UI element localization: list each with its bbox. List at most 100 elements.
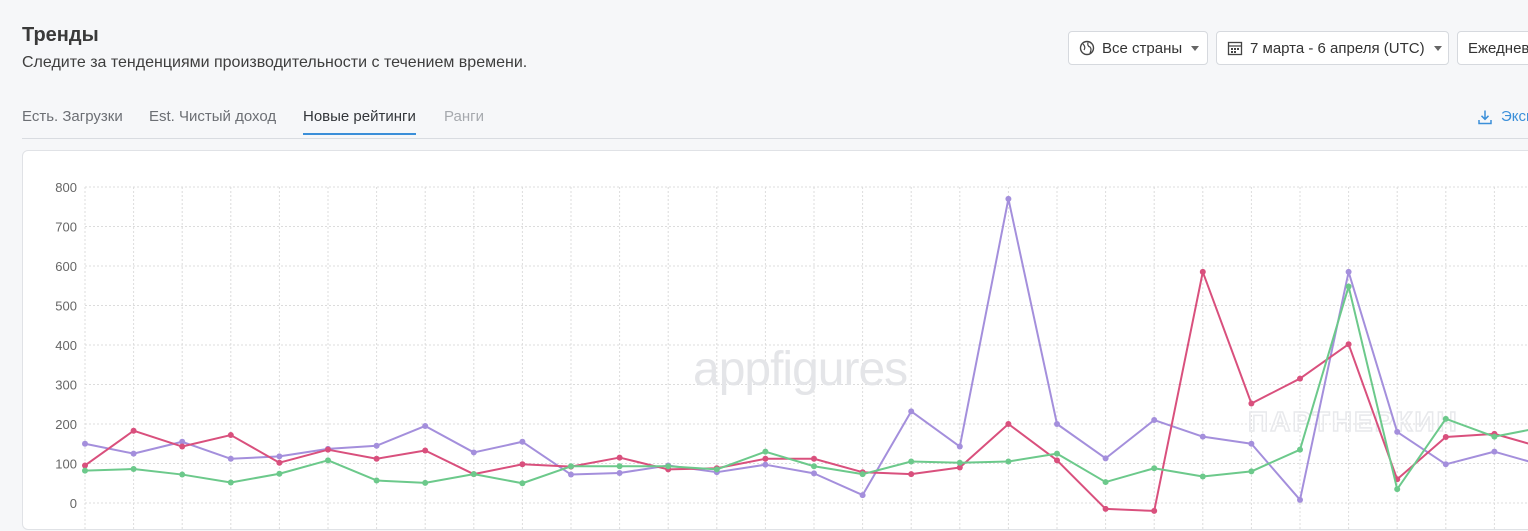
- y-tick-label: 100: [55, 457, 77, 472]
- data-point: [1394, 486, 1401, 493]
- data-point: [422, 479, 429, 486]
- data-point: [1345, 283, 1352, 290]
- data-point: [373, 477, 380, 484]
- interval-label: Ежедневно: [1468, 39, 1528, 57]
- export-button[interactable]: Экспорт: [1477, 108, 1528, 125]
- data-point: [130, 427, 137, 434]
- data-point: [179, 471, 186, 478]
- data-point: [616, 463, 623, 470]
- data-point: [1102, 479, 1109, 486]
- country-filter-label: Все страны: [1102, 39, 1183, 57]
- data-point: [1054, 457, 1060, 464]
- y-tick-label: 0: [70, 496, 77, 511]
- data-point: [1248, 400, 1255, 407]
- tab-net-revenue[interactable]: Est. Чистый доход: [149, 108, 277, 125]
- chart-card: 0 100 200 300 400 500 600 700 800 appfigures ПАРТН…: [22, 150, 1528, 531]
- metric-tabs: Есть. Загрузки Est. Чистый доход Новые р…: [22, 104, 1528, 139]
- data-point: [859, 492, 866, 499]
- data-point: [811, 470, 817, 477]
- data-point: [568, 471, 574, 478]
- data-point: [276, 453, 283, 460]
- data-point: [1297, 446, 1303, 453]
- data-point: [762, 448, 769, 455]
- calendar-icon: [1227, 40, 1243, 56]
- ratings-line-chart: 0 100 200 300 400 500 600 700 800 appfigures ПАРТН…: [55, 180, 1528, 531]
- y-tick-label: 600: [55, 259, 77, 274]
- date-range-label: 7 марта - 6 апреля (UTC): [1250, 39, 1425, 57]
- data-point: [519, 438, 526, 445]
- data-point: [1102, 455, 1109, 462]
- tab-ranks[interactable]: Ранги: [444, 108, 484, 125]
- data-point: [616, 469, 623, 476]
- data-point: [1248, 440, 1255, 447]
- data-point: [811, 463, 817, 470]
- data-point: [1345, 268, 1352, 275]
- data-point: [470, 449, 477, 456]
- data-point: [519, 480, 526, 487]
- data-point: [470, 471, 477, 478]
- data-point: [276, 470, 283, 477]
- data-point: [1151, 507, 1158, 514]
- y-tick-label: 400: [55, 338, 77, 353]
- data-point: [713, 466, 720, 473]
- data-point: [373, 442, 380, 449]
- data-point: [956, 464, 963, 471]
- export-label: Экспорт: [1501, 108, 1528, 125]
- data-point: [1199, 433, 1206, 440]
- data-point: [82, 462, 88, 469]
- data-point: [1442, 461, 1449, 468]
- data-point: [227, 479, 234, 486]
- data-point: [762, 461, 769, 468]
- y-tick-label: 300: [55, 378, 77, 393]
- data-point: [519, 461, 526, 468]
- tab-new-ratings[interactable]: Новые рейтинги: [303, 108, 416, 135]
- data-point: [82, 440, 88, 447]
- data-point: [1102, 505, 1109, 512]
- data-point: [1394, 428, 1401, 435]
- data-point: [616, 454, 623, 461]
- data-point: [568, 463, 574, 470]
- data-point: [1248, 468, 1255, 475]
- date-range-dropdown[interactable]: 7 марта - 6 апреля (UTC): [1216, 31, 1449, 65]
- data-point: [179, 443, 186, 450]
- data-point: [1151, 465, 1158, 472]
- data-point: [130, 466, 137, 473]
- data-point: [1491, 448, 1498, 455]
- data-point: [227, 455, 234, 462]
- data-point: [811, 455, 817, 462]
- data-point: [1005, 195, 1012, 202]
- data-point: [1442, 434, 1449, 441]
- chevron-down-icon: [1433, 45, 1442, 51]
- data-point: [1005, 421, 1012, 427]
- y-tick-label: 500: [55, 299, 77, 314]
- y-tick-label: 200: [55, 417, 77, 432]
- data-point: [227, 432, 234, 439]
- data-point: [82, 467, 88, 474]
- data-point: [1199, 473, 1206, 480]
- y-tick-label: 800: [55, 180, 77, 195]
- data-point: [276, 459, 283, 466]
- partnerkin-watermark: ПАРТНЕРКИН: [1248, 406, 1459, 437]
- data-point: [1297, 375, 1303, 382]
- data-point: [422, 447, 429, 454]
- data-point: [1297, 496, 1303, 503]
- appfigures-watermark: appfigures: [693, 343, 907, 396]
- data-point: [130, 450, 137, 457]
- data-point: [1345, 341, 1352, 348]
- page-subtitle: Следите за тенденциями производительност…: [22, 54, 528, 71]
- data-point: [908, 471, 915, 478]
- data-point: [859, 471, 866, 478]
- tab-downloads[interactable]: Есть. Загрузки: [22, 108, 123, 125]
- data-point: [665, 463, 672, 470]
- data-point: [1199, 268, 1206, 275]
- interval-dropdown[interactable]: Ежедневно: [1457, 31, 1528, 65]
- download-icon: [1477, 109, 1493, 125]
- data-point: [1151, 417, 1158, 424]
- data-point: [325, 446, 331, 453]
- data-point: [1491, 433, 1498, 440]
- page-title: Тренды: [22, 24, 99, 46]
- data-point: [179, 438, 186, 445]
- data-point: [956, 459, 963, 466]
- country-filter-dropdown[interactable]: Все страны: [1068, 31, 1208, 65]
- globe-icon: [1079, 40, 1095, 56]
